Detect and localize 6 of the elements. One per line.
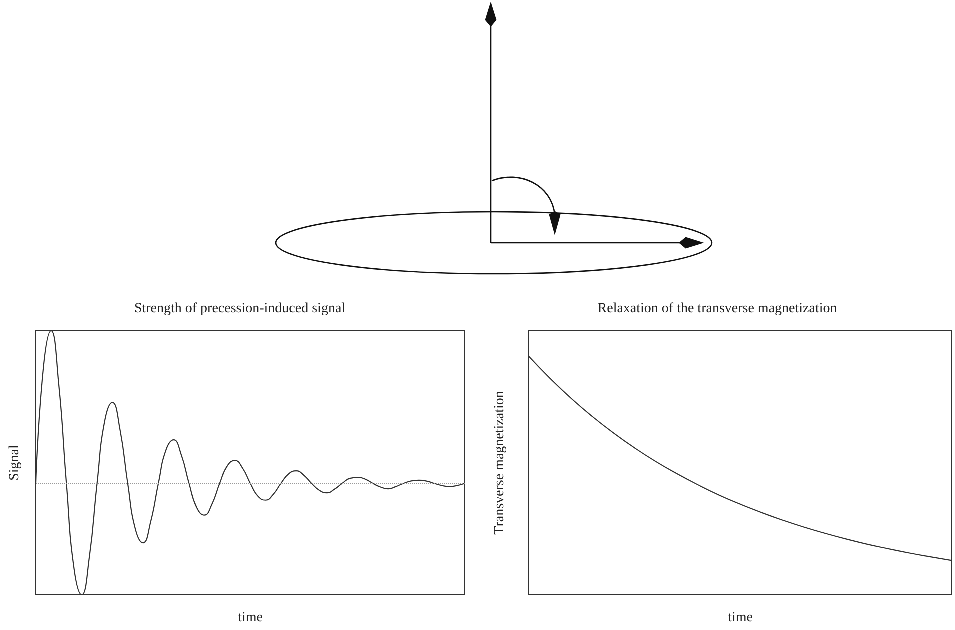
chart-title: Relaxation of the transverse magnetization — [598, 302, 838, 316]
y-axis-title: Signal — [8, 445, 22, 481]
x-axis-title: time — [238, 610, 263, 626]
chart-title: Strength of precession-induced signal — [134, 302, 346, 316]
x-axis-title: time — [728, 610, 753, 626]
y-axis-title: Transverse magnetization — [492, 391, 508, 535]
